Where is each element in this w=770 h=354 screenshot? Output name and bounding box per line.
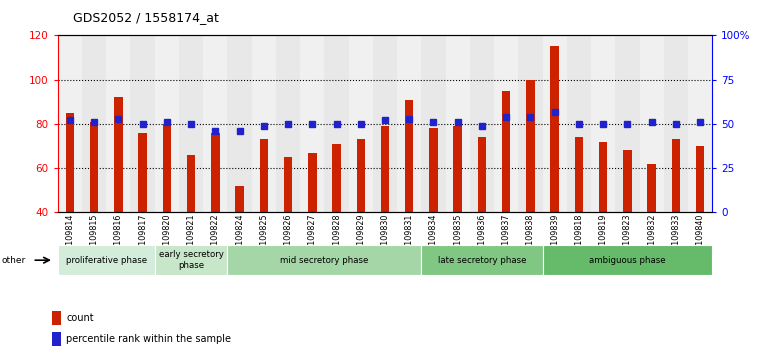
Bar (526, 80, 534, 212)
Bar (494, 35, 518, 212)
Bar (236, 186, 244, 212)
Bar (284, 157, 293, 212)
Text: mid secretory phase: mid secretory phase (280, 256, 369, 265)
Bar (114, 97, 122, 212)
Bar (543, 35, 567, 212)
Bar (664, 35, 688, 212)
Text: early secretory
phase: early secretory phase (159, 251, 223, 270)
Text: GDS2052 / 1558174_at: GDS2052 / 1558174_at (73, 11, 219, 24)
Bar (574, 137, 583, 212)
Bar (599, 142, 608, 212)
Bar (308, 153, 316, 212)
Bar (187, 155, 196, 212)
Bar (640, 35, 664, 212)
Bar (333, 144, 341, 212)
Bar (380, 126, 390, 212)
Bar (421, 245, 543, 275)
Bar (52, 312, 62, 325)
Bar (155, 245, 227, 275)
Bar (648, 164, 656, 212)
Text: other: other (2, 256, 25, 265)
Bar (615, 35, 640, 212)
Bar (259, 139, 268, 212)
Bar (139, 133, 147, 212)
Bar (696, 146, 705, 212)
Bar (58, 245, 155, 275)
Bar (518, 35, 543, 212)
Bar (155, 35, 179, 212)
Bar (65, 113, 74, 212)
Bar (324, 35, 349, 212)
Bar (591, 35, 615, 212)
Text: count: count (66, 313, 94, 323)
Bar (300, 35, 324, 212)
Bar (349, 35, 373, 212)
Bar (130, 35, 155, 212)
Bar (567, 35, 591, 212)
Bar (502, 91, 511, 212)
Bar (90, 122, 99, 212)
Bar (454, 126, 462, 212)
Bar (373, 35, 397, 212)
Bar (227, 245, 421, 275)
Bar (671, 139, 680, 212)
Bar (470, 35, 494, 212)
Text: percentile rank within the sample: percentile rank within the sample (66, 334, 231, 344)
Bar (106, 35, 130, 212)
Bar (405, 99, 413, 212)
Bar (203, 35, 227, 212)
Text: proliferative phase: proliferative phase (65, 256, 147, 265)
Bar (688, 35, 712, 212)
Bar (276, 35, 300, 212)
Bar (162, 124, 171, 212)
Bar (82, 35, 106, 212)
Bar (397, 35, 421, 212)
Text: late secretory phase: late secretory phase (437, 256, 526, 265)
Bar (357, 139, 365, 212)
Bar (446, 35, 470, 212)
Bar (252, 35, 276, 212)
Bar (623, 150, 631, 212)
Bar (477, 137, 486, 212)
Text: ambiguous phase: ambiguous phase (589, 256, 666, 265)
Bar (179, 35, 203, 212)
Bar (551, 46, 559, 212)
Bar (543, 245, 712, 275)
Bar (58, 35, 82, 212)
Bar (52, 332, 62, 346)
Bar (421, 35, 446, 212)
Bar (429, 128, 437, 212)
Bar (227, 35, 252, 212)
Bar (211, 133, 219, 212)
